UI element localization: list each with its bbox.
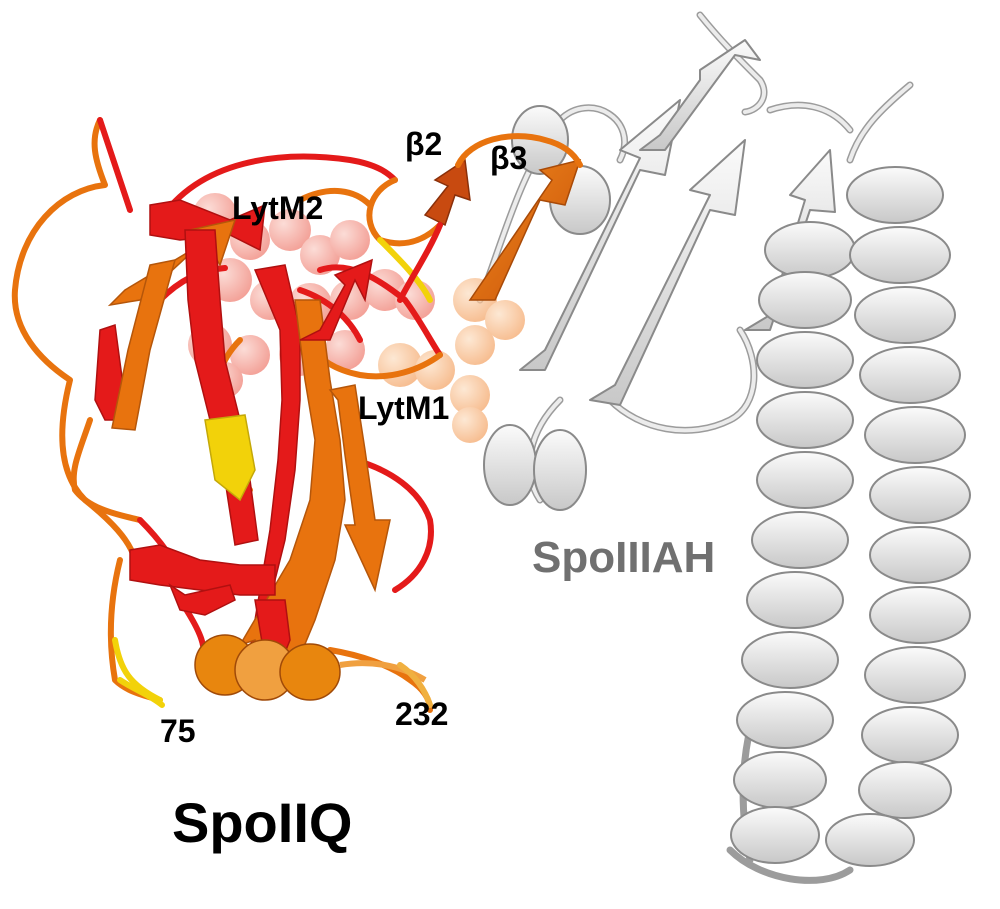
spoiiq-label: SpoIIQ — [172, 791, 353, 854]
orange-spheres — [378, 278, 525, 443]
lytm2-label: LytM2 — [232, 190, 324, 226]
spoiiq-structure — [11, 117, 583, 713]
lytm1-label: LytM1 — [358, 390, 450, 426]
spoiiiah-structure — [476, 11, 971, 884]
spoiiiah-helix-right — [825, 166, 971, 867]
n-terminus-residue-label: 75 — [160, 713, 196, 749]
spoiiiah-strand-1 — [519, 99, 681, 371]
beta2-strand — [423, 158, 471, 227]
spoiiq-strand-11 — [168, 583, 236, 616]
c-terminus-residue-label: 232 — [395, 696, 449, 732]
spoiiq-strand-8 — [299, 258, 373, 341]
beta2-label: β2 — [405, 126, 443, 162]
spoiiiah-small-helix — [483, 105, 611, 511]
spoiiq-strand-9 — [328, 384, 391, 593]
spoiiiah-label: SpoIIIAH — [532, 533, 716, 582]
spoiiq-strand-1 — [149, 199, 266, 252]
beta3-strand — [468, 158, 582, 301]
spoiiiah-strand-3 — [639, 39, 761, 151]
spoiiq-strand-12 — [204, 414, 256, 502]
spoiiq-strand-5 — [111, 259, 177, 431]
spoiiq-strand-10 — [129, 544, 276, 596]
spoiiq-bottom-helix — [194, 634, 427, 701]
c-terminus-tail — [397, 662, 433, 708]
spoiiiah-helix-left — [730, 221, 856, 864]
n-terminus-tail — [117, 677, 165, 708]
spoiiiah-loops-inner — [478, 13, 912, 502]
beta3-label: β3 — [490, 140, 528, 176]
spoiiiah-strand-2 — [589, 139, 746, 406]
